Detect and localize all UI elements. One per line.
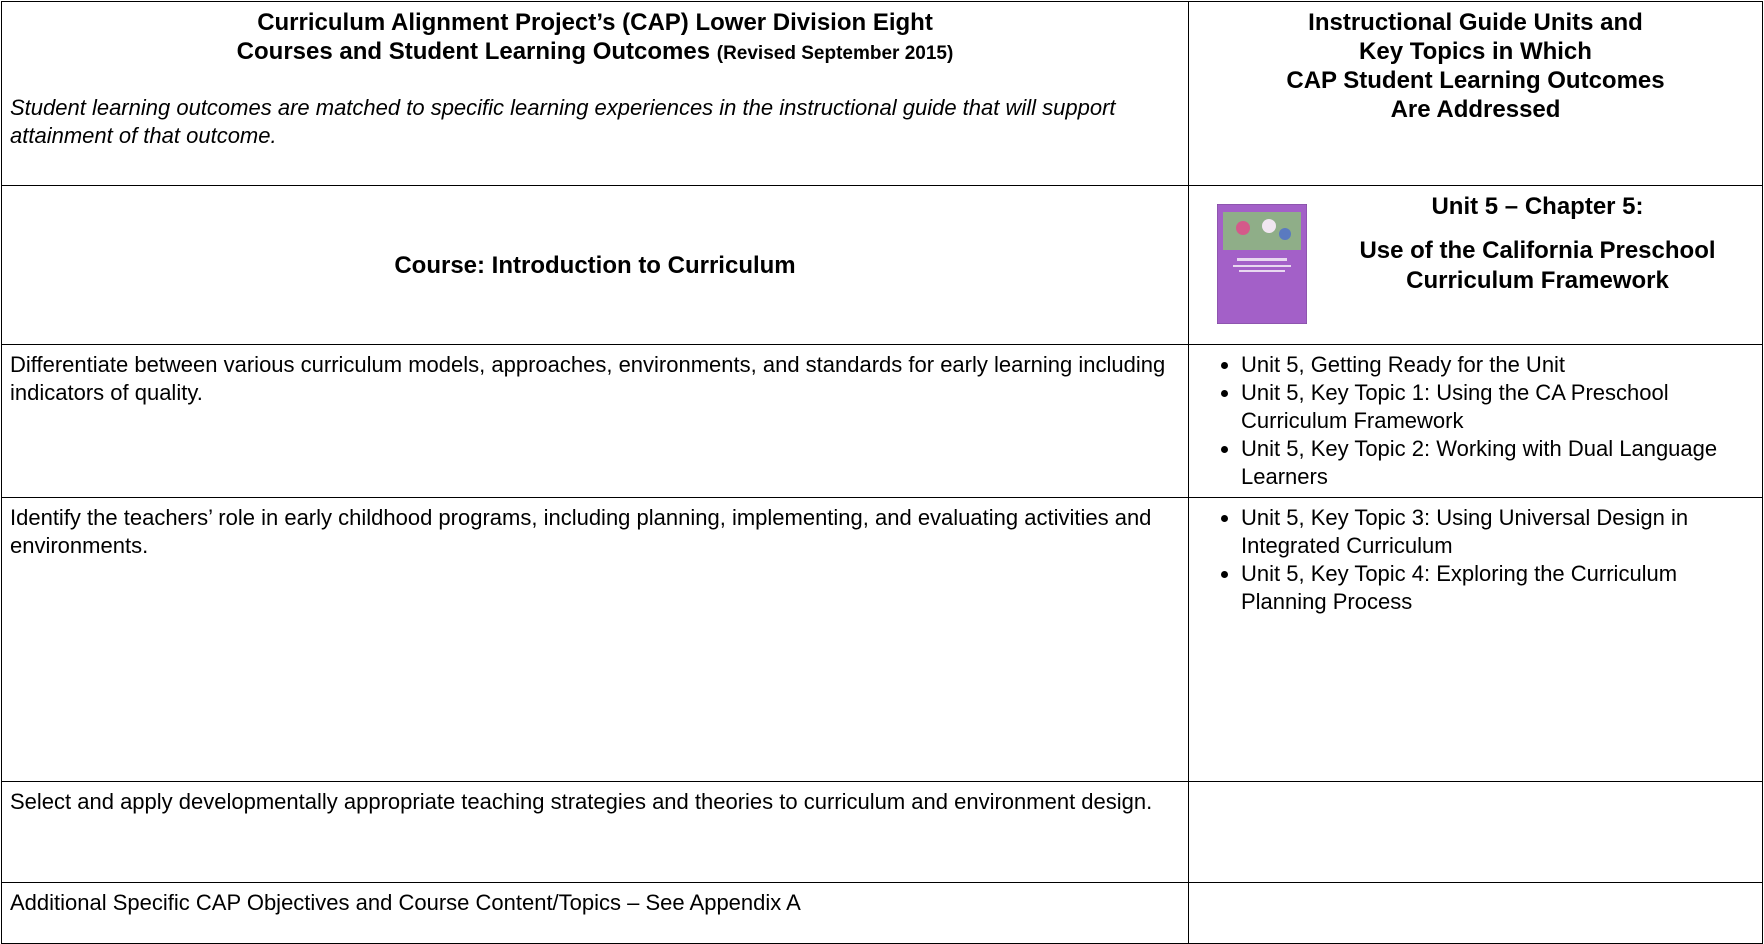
topics-cell [1188,882,1763,944]
outcome-row: Additional Specific CAP Objectives and C… [1,882,1763,944]
topic: Unit 5, Getting Ready for the Unit [1241,351,1754,379]
outcome: Additional Specific CAP Objectives and C… [1,882,1189,944]
left-title: Curriculum Alignment Project’s (CAP) Low… [10,8,1180,68]
topics-cell: Unit 5, Key Topic 3: Using Universal Des… [1188,497,1763,782]
title-line: Courses and Student Learning Outcomes [236,38,711,65]
outcome-row: Identify the teachers’ role in early chi… [1,497,1763,782]
outcome: Select and apply developmentally appropr… [1,781,1189,883]
description: Student learning outcomes are matched to… [10,95,1116,148]
title-line: CAP Student Learning Outcomes [1286,67,1665,94]
topic-list: Unit 5, Key Topic 3: Using Universal Des… [1197,504,1754,616]
topics-cell [1188,781,1763,883]
topics-cell: Unit 5, Getting Ready for the UnitUnit 5… [1188,344,1763,498]
topic: Unit 5, Key Topic 1: Using the CA Presch… [1241,379,1754,435]
topic: Unit 5, Key Topic 2: Working with Dual L… [1241,435,1754,491]
topic: Unit 5, Key Topic 3: Using Universal Des… [1241,504,1754,560]
header-left: Curriculum Alignment Project’s (CAP) Low… [1,1,1189,186]
book-cover [1217,204,1307,324]
header-right: Instructional Guide Units and Key Topics… [1188,1,1763,186]
topic: Unit 5, Key Topic 4: Exploring the Curri… [1241,560,1754,616]
topic-list: Unit 5, Getting Ready for the UnitUnit 5… [1197,351,1754,491]
title-line: Instructional Guide Units and [1308,9,1643,36]
right-title: Instructional Guide Units and Key Topics… [1197,8,1754,124]
course-row: Course: Introduction to Curriculum Unit … [1,185,1763,345]
outcome: Differentiate between various curriculum… [1,344,1189,498]
title-line: Key Topics in Which [1359,38,1592,65]
header-row: Curriculum Alignment Project’s (CAP) Low… [1,1,1763,186]
unit-block: Unit 5 – Chapter 5: Use of the Californi… [1197,192,1754,324]
title-line: Are Addressed [1390,96,1561,123]
course-title: Course: Introduction to Curriculum [1,185,1189,345]
revised-note: (Revised September 2015) [716,43,954,64]
outcome-row: Select and apply developmentally appropr… [1,781,1763,883]
outcome-row: Differentiate between various curriculum… [1,344,1763,498]
unit-cell: Unit 5 – Chapter 5: Use of the Californi… [1188,185,1763,345]
title-line: Curriculum Alignment Project’s (CAP) Low… [257,9,933,36]
unit-subtitle: Use of the California Preschool Curricul… [1359,237,1716,294]
unit-text: Unit 5 – Chapter 5: Use of the Californi… [1321,192,1754,296]
outcome: Identify the teachers’ role in early chi… [1,497,1189,782]
unit-heading: Unit 5 – Chapter 5: [1431,193,1644,220]
